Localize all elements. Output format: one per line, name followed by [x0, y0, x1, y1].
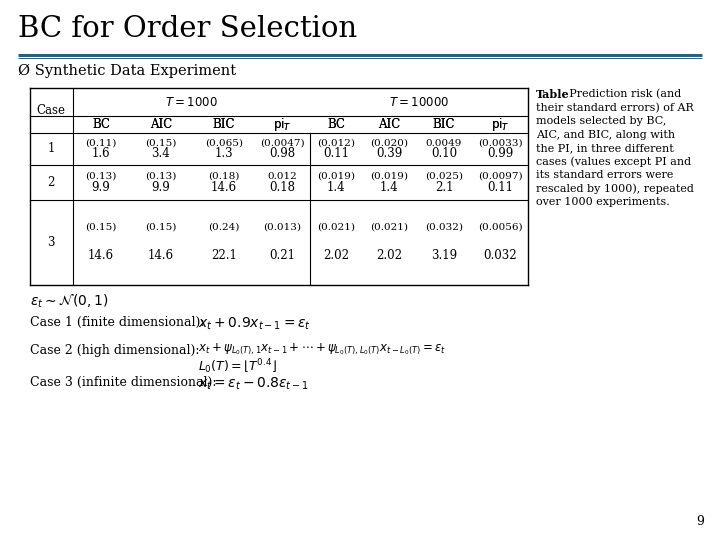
Text: 0.11: 0.11 — [323, 147, 349, 160]
Text: 0.39: 0.39 — [376, 147, 402, 160]
Text: 9: 9 — [696, 515, 704, 528]
Text: 9.9: 9.9 — [152, 181, 171, 194]
Text: 0.21: 0.21 — [269, 249, 295, 262]
Text: their standard errors) of AR: their standard errors) of AR — [536, 103, 694, 113]
Text: 0.99: 0.99 — [487, 147, 513, 160]
Text: 3.19: 3.19 — [431, 249, 457, 262]
Text: its standard errors were: its standard errors were — [536, 170, 673, 180]
Text: $x_t + \psi_{L_0(T),1}x_{t-1} + \cdots + \psi_{L_0(T),L_0(T)}x_{t-L_0(T)} = \eps: $x_t + \psi_{L_0(T),1}x_{t-1} + \cdots +… — [198, 341, 446, 356]
Text: (0.012): (0.012) — [317, 139, 355, 148]
Text: 14.6: 14.6 — [148, 249, 174, 262]
Text: over 1000 experiments.: over 1000 experiments. — [536, 197, 670, 207]
Text: (0.021): (0.021) — [370, 222, 408, 232]
Text: (0.019): (0.019) — [317, 172, 355, 181]
Text: 0.98: 0.98 — [269, 147, 295, 160]
Text: 1.4: 1.4 — [379, 181, 398, 194]
Text: (0.15): (0.15) — [85, 222, 117, 232]
Text: (0.032): (0.032) — [425, 222, 463, 232]
Text: BIC: BIC — [433, 118, 455, 131]
Text: (0.13): (0.13) — [85, 172, 117, 181]
Text: 9.9: 9.9 — [91, 181, 110, 194]
Text: 14.6: 14.6 — [211, 181, 237, 194]
Text: $x_t + 0.9x_{t-1} = \epsilon_t$: $x_t + 0.9x_{t-1} = \epsilon_t$ — [198, 316, 311, 333]
Text: (0.065): (0.065) — [205, 139, 243, 148]
Text: BIC: BIC — [212, 118, 235, 131]
Text: 1.4: 1.4 — [327, 181, 346, 194]
Text: (0.13): (0.13) — [145, 172, 176, 181]
Text: $\mathrm{pi}_T$: $\mathrm{pi}_T$ — [273, 116, 291, 133]
Text: BC: BC — [92, 118, 110, 131]
Text: AIC: AIC — [378, 118, 400, 131]
Text: 1.6: 1.6 — [91, 147, 110, 160]
Text: AIC: AIC — [150, 118, 172, 131]
Text: (0.0047): (0.0047) — [260, 139, 305, 148]
Text: 1: 1 — [48, 143, 55, 156]
Text: AIC, and BIC, along with: AIC, and BIC, along with — [536, 130, 675, 139]
Text: 1.3: 1.3 — [215, 147, 233, 160]
Text: AIC: AIC — [150, 118, 172, 131]
Text: models selected by BC,: models selected by BC, — [536, 116, 667, 126]
Text: 0.10: 0.10 — [431, 147, 457, 160]
Text: AIC: AIC — [378, 118, 400, 131]
Text: (0.0033): (0.0033) — [477, 139, 522, 148]
Text: BC: BC — [327, 118, 345, 131]
Text: (0.020): (0.020) — [370, 139, 408, 148]
Text: $x_t = \epsilon_t - 0.8\epsilon_{t-1}$: $x_t = \epsilon_t - 0.8\epsilon_{t-1}$ — [198, 376, 309, 393]
Text: (0.0056): (0.0056) — [477, 222, 522, 232]
Text: (0.0097): (0.0097) — [477, 172, 522, 181]
Text: rescaled by 1000), repeated: rescaled by 1000), repeated — [536, 184, 694, 194]
Text: $L_0(T) = \lfloor T^{0.4} \rfloor$: $L_0(T) = \lfloor T^{0.4} \rfloor$ — [198, 357, 277, 376]
Text: BIC: BIC — [212, 118, 235, 131]
Text: (0.15): (0.15) — [145, 139, 176, 148]
Text: 2.02: 2.02 — [376, 249, 402, 262]
Text: Case 2 (high dimensional):: Case 2 (high dimensional): — [30, 344, 199, 357]
Text: $\mathrm{pi}_T$: $\mathrm{pi}_T$ — [491, 116, 509, 133]
Text: $\mathrm{pi}_T$: $\mathrm{pi}_T$ — [273, 116, 291, 133]
Text: BIC: BIC — [433, 118, 455, 131]
Text: (0.24): (0.24) — [208, 222, 240, 232]
Text: 2.1: 2.1 — [435, 181, 454, 194]
Text: 0.0049: 0.0049 — [426, 139, 462, 148]
Text: (0.025): (0.025) — [425, 172, 463, 181]
Text: 0.012: 0.012 — [267, 172, 297, 181]
Text: BC for Order Selection: BC for Order Selection — [18, 15, 357, 43]
Text: Case 3 (infinite dimensional):: Case 3 (infinite dimensional): — [30, 376, 217, 389]
Text: $T = 1000$: $T = 1000$ — [165, 96, 218, 109]
Text: (0.021): (0.021) — [317, 222, 355, 232]
Text: : Prediction risk (and: : Prediction risk (and — [562, 89, 681, 99]
Text: 2: 2 — [48, 176, 55, 189]
Text: 3.4: 3.4 — [152, 147, 171, 160]
Text: cases (values except PI and: cases (values except PI and — [536, 157, 691, 167]
Text: the PI, in three different: the PI, in three different — [536, 143, 674, 153]
Text: (0.013): (0.013) — [263, 222, 301, 232]
Text: $T = 10000$: $T = 10000$ — [389, 96, 449, 109]
Text: $\epsilon_t \sim \mathcal{N}(0,1)$: $\epsilon_t \sim \mathcal{N}(0,1)$ — [30, 292, 109, 310]
Text: 2.02: 2.02 — [323, 249, 349, 262]
Text: $\mathrm{pi}_T$: $\mathrm{pi}_T$ — [491, 116, 509, 133]
Text: 0.032: 0.032 — [483, 249, 517, 262]
Text: 14.6: 14.6 — [88, 249, 114, 262]
Text: (0.11): (0.11) — [85, 139, 117, 148]
Text: Case 1 (finite dimensional):: Case 1 (finite dimensional): — [30, 316, 204, 329]
Text: 3: 3 — [48, 236, 55, 249]
Text: (0.15): (0.15) — [145, 222, 176, 232]
Text: BC: BC — [92, 118, 110, 131]
Text: Case: Case — [37, 104, 66, 117]
Text: 0.11: 0.11 — [487, 181, 513, 194]
Text: Table: Table — [536, 89, 570, 100]
Text: Ø Synthetic Data Experiment: Ø Synthetic Data Experiment — [18, 64, 236, 78]
Text: 0.18: 0.18 — [269, 181, 295, 194]
Text: BC: BC — [327, 118, 345, 131]
Text: (0.019): (0.019) — [370, 172, 408, 181]
Text: (0.18): (0.18) — [208, 172, 240, 181]
Text: 22.1: 22.1 — [211, 249, 237, 262]
